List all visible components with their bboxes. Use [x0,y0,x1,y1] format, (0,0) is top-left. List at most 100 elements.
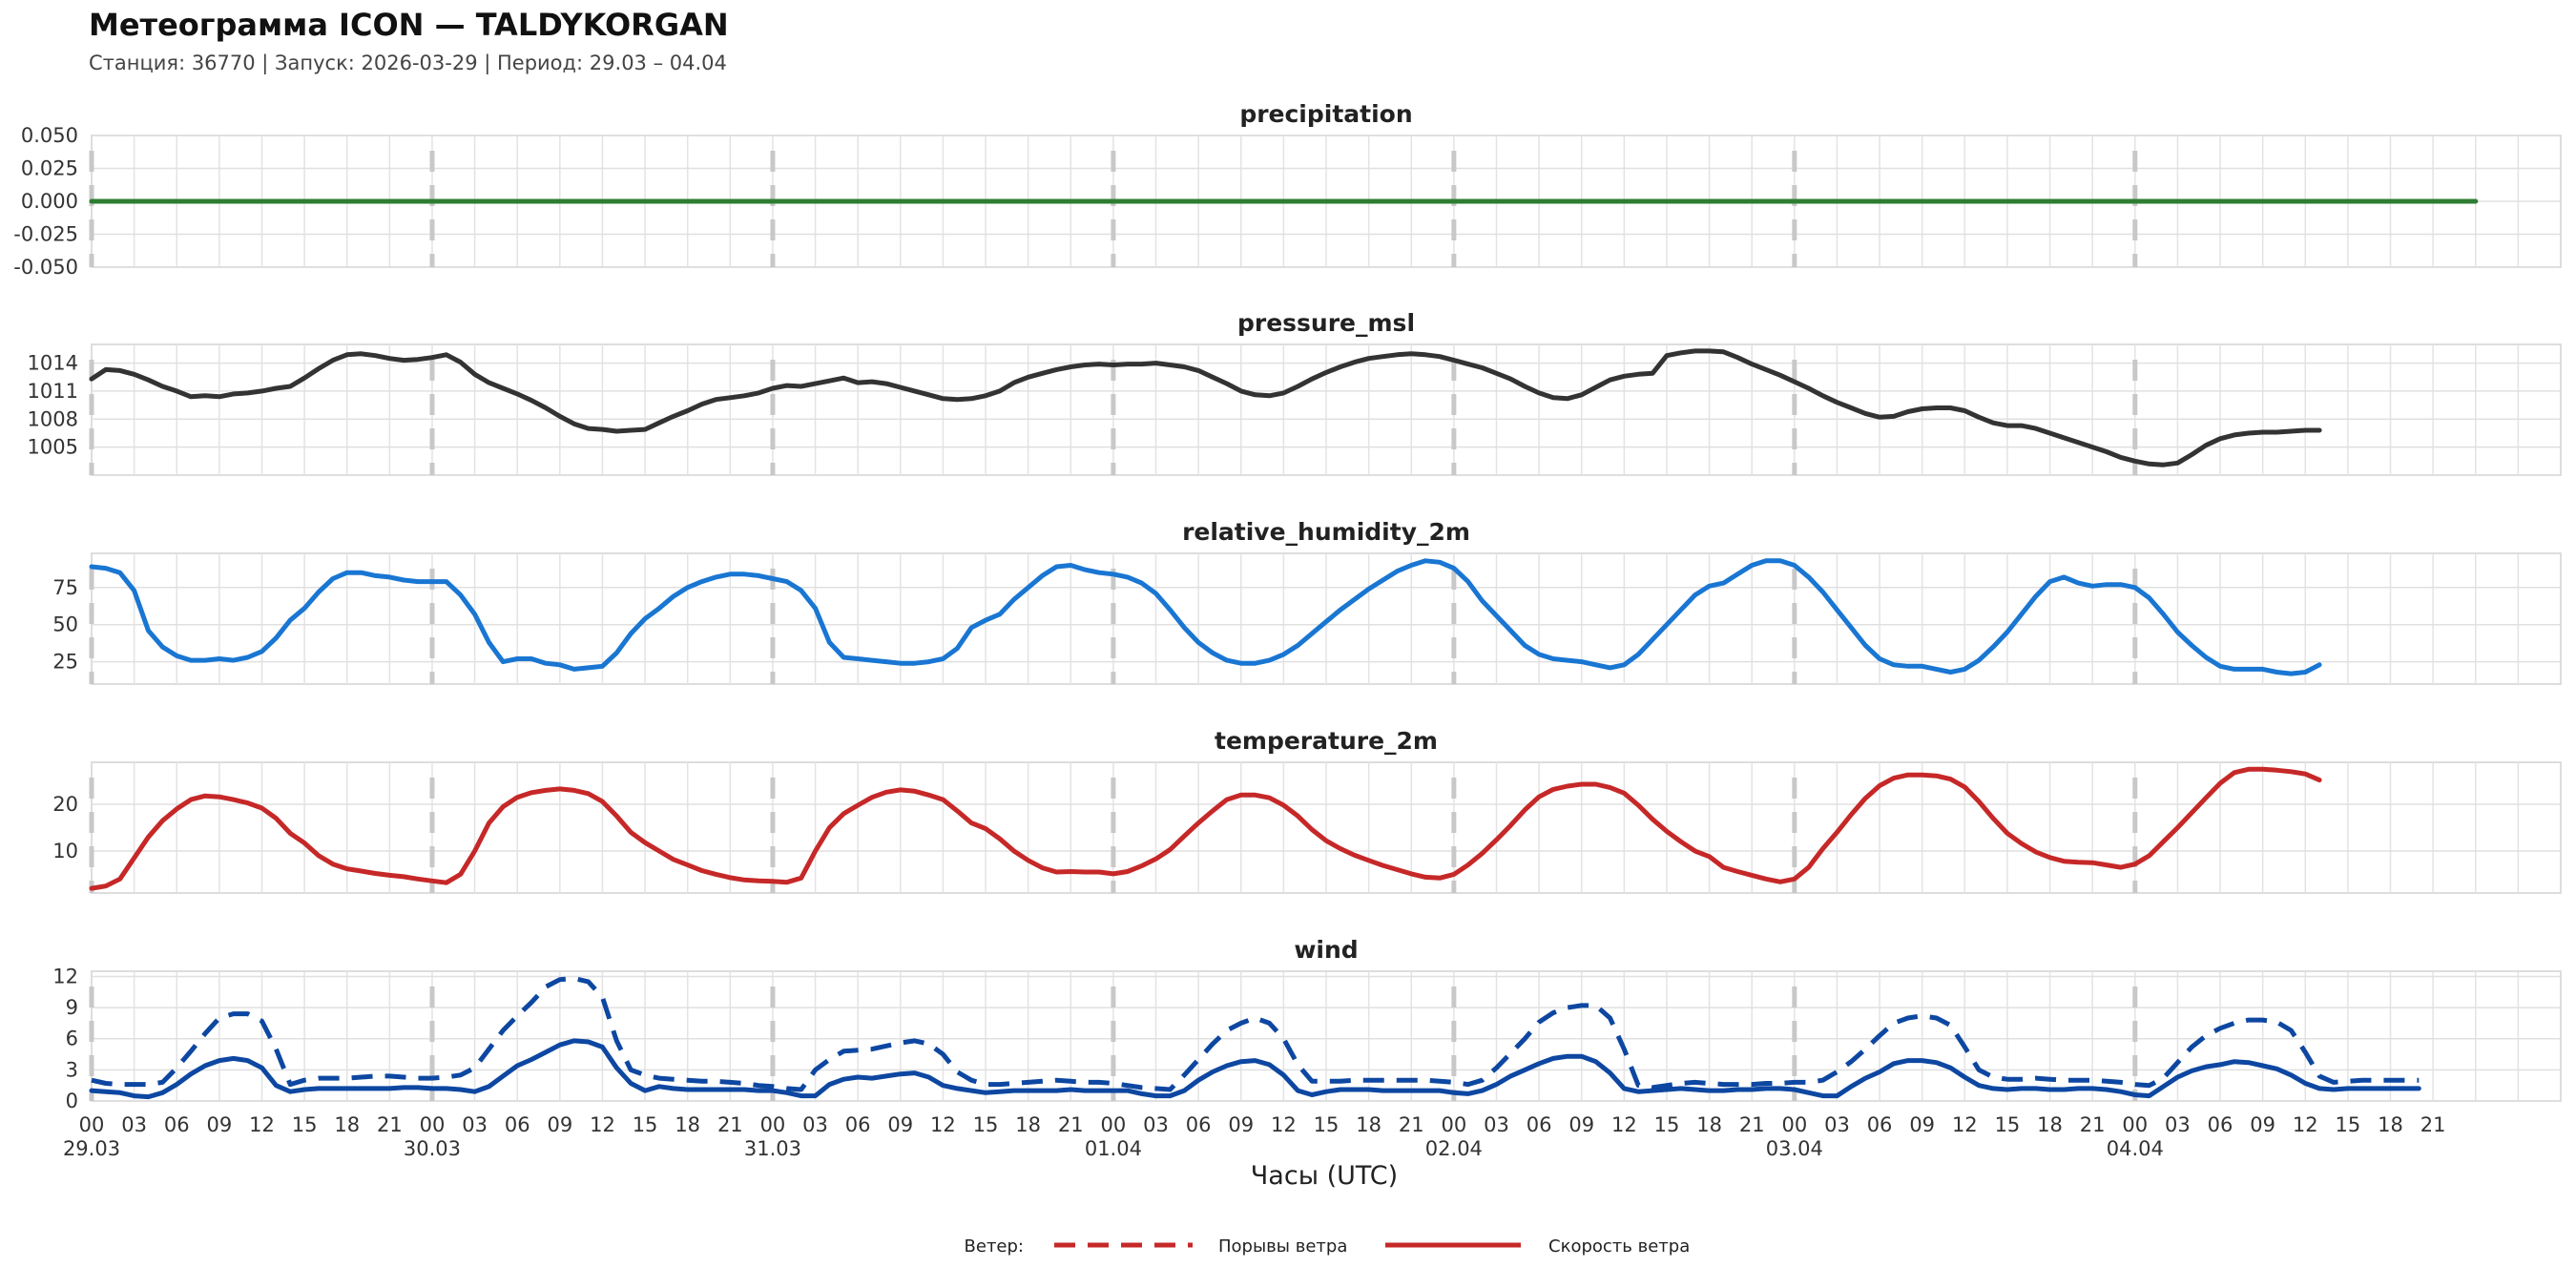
x-hour-label: 21 [2420,1113,2446,1136]
x-hour-label: 06 [505,1113,530,1136]
x-hour-label: 18 [2037,1113,2063,1136]
panel-pressure_msl: 1014 1011 1008 1005 pressure_msl [28,309,2562,476]
x-hour-label: 09 [1568,1113,1594,1136]
x-hour-label: 12 [2293,1113,2318,1136]
x-hour-label: 00 [1101,1113,1127,1136]
chart-subtitle: Станция: 36770 | Запуск: 2026-03-29 | Пе… [89,52,727,75]
x-hour-label: 09 [1228,1113,1254,1136]
x-hour-label: 12 [249,1113,275,1136]
y-tick-label: 0.025 [21,157,78,180]
x-day-label: 04.04 [2107,1137,2164,1160]
panel-title: pressure_msl [1237,309,1415,337]
x-hour-label: 03 [462,1113,488,1136]
x-hour-label: 21 [1058,1113,1084,1136]
x-hour-label: 12 [1271,1113,1297,1136]
y-tick-label: 10 [52,840,78,862]
y-tick-label: -0.025 [13,223,78,246]
y-tick-label: 20 [52,793,78,816]
legend-label: Порывы ветра [1218,1236,1347,1257]
x-hour-label: 06 [2208,1113,2233,1136]
y-tick-label: 6 [66,1028,78,1050]
y-tick-label: 75 [52,576,78,599]
x-hour-label: 15 [292,1113,318,1136]
y-tick-label: 50 [52,613,78,636]
x-hour-label: 21 [377,1113,403,1136]
x-hour-label: 15 [1314,1113,1340,1136]
x-hour-label: 03 [1143,1113,1169,1136]
x-hour-label: 12 [930,1113,956,1136]
chart-title: Метеограмма ICON — TALDYKORGAN [89,7,729,43]
x-day-label: 30.03 [404,1137,461,1160]
x-day-label: 31.03 [744,1137,801,1160]
x-hour-label: 15 [1654,1113,1680,1136]
x-hour-label: 15 [2336,1113,2361,1136]
x-hour-label: 03 [1484,1113,1509,1136]
panel-title: wind [1294,936,1358,964]
y-tick-label: -0.050 [13,256,78,279]
x-hour-label: 06 [1867,1113,1893,1136]
x-hour-label: 09 [206,1113,232,1136]
panel-relative_humidity_2m: 75 50 25 relative_humidity_2m [52,518,2562,685]
series-line-solid [89,348,2322,467]
panel-title: relative_humidity_2m [1182,518,1470,546]
x-day-label: 03.04 [1766,1137,1823,1160]
panel-title: precipitation [1239,100,1412,128]
x-axis: 00 03 06 09 12 15 18 21 00 03 06 09 12 15 18 21 00 03 06 09… [63,1113,2446,1160]
x-hour-label: 21 [1739,1113,1765,1136]
x-hour-label: 06 [164,1113,190,1136]
y-tick-label: 0.050 [21,124,78,147]
y-tick-label: 3 [66,1058,78,1081]
x-hour-label: 18 [1015,1113,1041,1136]
series-line-solid [89,558,2322,676]
x-hour-label: 03 [802,1113,828,1136]
x-hour-label: 18 [1696,1113,1722,1136]
y-tick-label: 25 [52,651,78,674]
panel-title: temperature_2m [1215,727,1438,755]
x-hour-label: 03 [121,1113,147,1136]
y-tick-label: 1014 [28,352,78,375]
x-hour-label: 03 [2165,1113,2191,1136]
x-day-label: 02.04 [1425,1137,1483,1160]
legend-label: Скорость ветра [1548,1236,1690,1257]
x-hour-label: 00 [760,1113,786,1136]
x-hour-label: 18 [1356,1113,1381,1136]
x-hour-label: 12 [1952,1113,1978,1136]
x-hour-label: 00 [1781,1113,1807,1136]
x-hour-label: 18 [334,1113,360,1136]
panels: 0.050 0.025 0.000 -0.025 -0.050 precipitation… [13,100,2562,1112]
y-tick-label: 9 [66,996,78,1019]
x-hour-label: 15 [633,1113,658,1136]
x-hour-label: 03 [1824,1113,1850,1136]
x-hour-label: 09 [887,1113,913,1136]
x-hour-label: 21 [717,1113,743,1136]
y-tick-label: 12 [52,965,78,987]
x-hour-label: 00 [420,1113,446,1136]
y-tick-label: 1005 [28,436,78,459]
x-hour-label: 09 [1909,1113,1935,1136]
y-tick-label: 0 [66,1090,78,1112]
x-day-label: 29.03 [63,1137,120,1160]
x-hour-label: 06 [845,1113,871,1136]
x-hour-label: 00 [79,1113,105,1136]
x-hour-label: 06 [1527,1113,1552,1136]
x-hour-label: 15 [973,1113,999,1136]
y-tick-label: 1008 [28,407,78,430]
legend-title: Ветер: [965,1236,1024,1257]
y-tick-label: 1011 [28,380,78,403]
panel-wind: 12 9 6 3 0 wind [52,936,2562,1112]
x-hour-label: 06 [1186,1113,1212,1136]
x-hour-label: 00 [2122,1113,2148,1136]
x-hour-label: 12 [590,1113,615,1136]
x-hour-label: 18 [675,1113,700,1136]
x-hour-label: 18 [2378,1113,2403,1136]
series-line-solid [89,766,2322,891]
x-hour-label: 09 [2250,1113,2275,1136]
y-tick-label: 0.000 [21,190,78,213]
series-line-solid [89,1038,2421,1100]
x-hour-label: 00 [1441,1113,1466,1136]
x-axis-label: Часы (UTC) [1251,1161,1398,1191]
panel-temperature_2m: 20 10 temperature_2m [52,727,2562,894]
x-day-label: 01.04 [1085,1137,1142,1160]
x-hour-label: 12 [1611,1113,1637,1136]
